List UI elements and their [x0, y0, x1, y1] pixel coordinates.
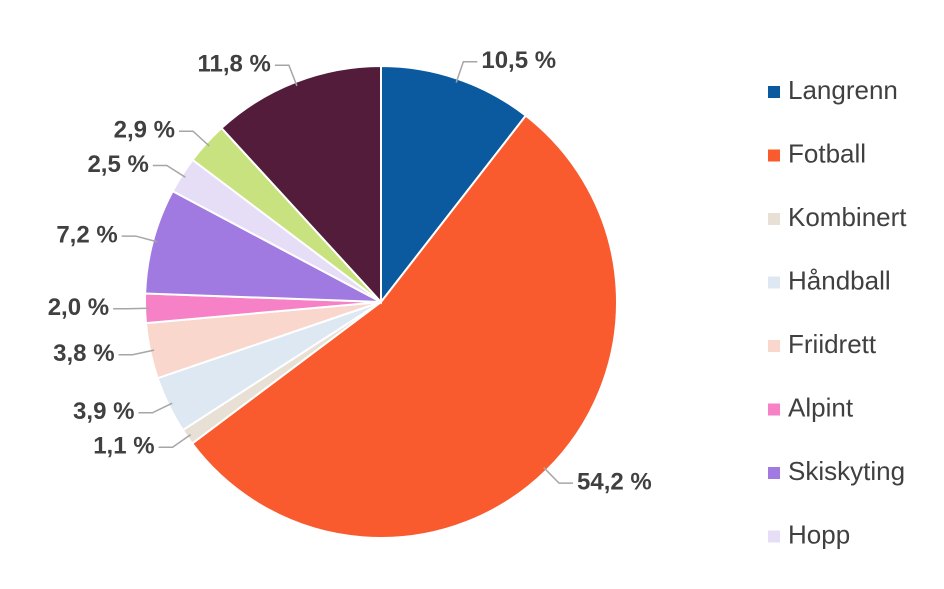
leader-line	[121, 235, 158, 243]
leader-line	[152, 164, 186, 178]
leader-line	[543, 466, 574, 484]
legend-label: Hopp	[788, 519, 850, 549]
value-label: 2,0 %	[48, 294, 109, 321]
value-label: 3,9 %	[73, 398, 134, 425]
value-label: 2,9 %	[114, 117, 175, 144]
value-label: 11,8 %	[197, 51, 270, 78]
legend-swatch	[768, 530, 780, 543]
value-label: 54,2 %	[577, 468, 652, 495]
legend-swatch	[768, 276, 780, 289]
legend-label: Fotball	[788, 138, 866, 168]
legend-swatch	[768, 467, 780, 479]
value-label: 10,5 %	[481, 47, 556, 74]
leader-line	[158, 434, 192, 448]
legend-swatch	[768, 340, 780, 352]
leader-line	[118, 349, 155, 356]
legend-swatch	[768, 403, 780, 416]
legend-label: Håndball	[788, 265, 891, 295]
leader-line	[113, 307, 150, 310]
value-label: 3,8 %	[53, 340, 114, 367]
legend-label: Alpint	[788, 392, 854, 422]
legend-swatch	[768, 149, 780, 162]
leader-line	[178, 130, 210, 147]
legend-label: Kombinert	[788, 202, 907, 232]
legend-swatch	[768, 213, 780, 225]
value-label: 2,5 %	[87, 151, 148, 178]
legend-label: Friidrett	[788, 329, 877, 359]
value-label: 7,2 %	[56, 221, 117, 248]
leader-line	[274, 64, 298, 87]
leader-line	[455, 60, 478, 83]
value-label: 1,1 %	[93, 433, 154, 460]
legend-swatch	[768, 86, 780, 98]
legend-label: Langrenn	[788, 75, 898, 105]
legend-label: Skiskyting	[788, 456, 905, 486]
leader-line	[138, 402, 173, 414]
